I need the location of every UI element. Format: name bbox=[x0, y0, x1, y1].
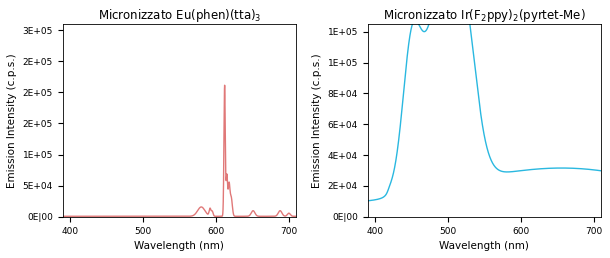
Title: Micronizzato Ir(F$_2$ppy)$_2$(pyrtet-Me): Micronizzato Ir(F$_2$ppy)$_2$(pyrtet-Me) bbox=[383, 7, 586, 24]
X-axis label: Wavelength (nm): Wavelength (nm) bbox=[439, 241, 529, 251]
Title: Micronizzato Eu(phen)(tta)$_3$: Micronizzato Eu(phen)(tta)$_3$ bbox=[98, 7, 261, 24]
Y-axis label: Emission Intensity (c.p.s.): Emission Intensity (c.p.s.) bbox=[312, 53, 322, 188]
X-axis label: Wavelength (nm): Wavelength (nm) bbox=[134, 241, 224, 251]
Y-axis label: Emission Intensity (c.p.s.): Emission Intensity (c.p.s.) bbox=[7, 53, 17, 188]
